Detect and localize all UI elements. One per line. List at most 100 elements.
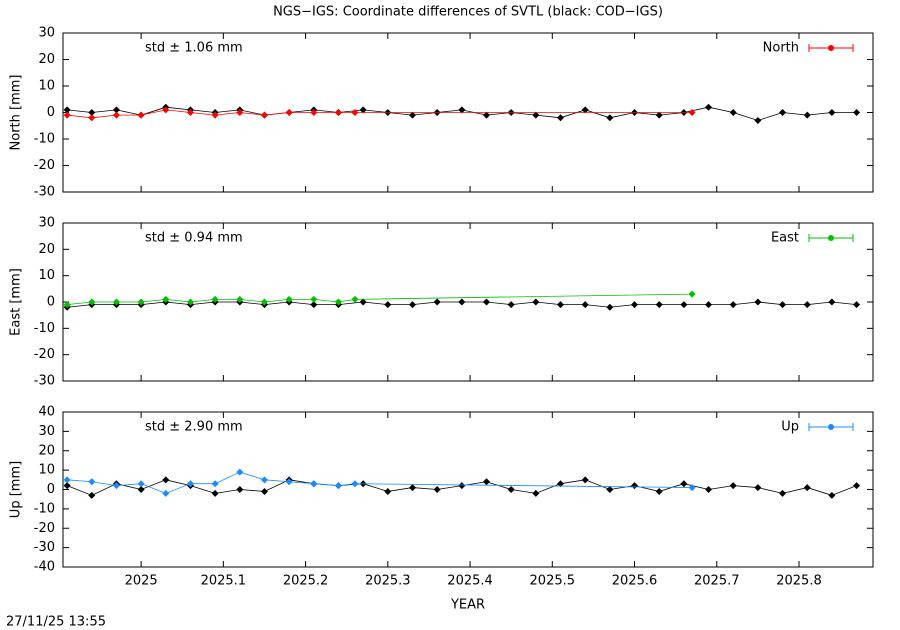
data-point <box>507 301 515 309</box>
data-point <box>236 486 244 493</box>
x-tick-label: 2025.6 <box>612 574 658 589</box>
std-annotation: std ± 2.90 mm <box>145 420 243 435</box>
data-point <box>359 106 367 114</box>
data-point <box>236 295 244 303</box>
y-tick-label: -10 <box>34 501 55 516</box>
data-point <box>483 298 491 306</box>
data-point <box>581 476 589 484</box>
data-point <box>310 480 318 488</box>
data-point <box>285 295 293 303</box>
data-point <box>729 301 737 309</box>
data-point <box>384 301 392 309</box>
data-point <box>458 106 466 114</box>
data-point <box>112 106 120 114</box>
data-point <box>803 111 811 119</box>
data-point <box>532 111 540 119</box>
data-point <box>803 301 811 309</box>
x-axis-label: YEAR <box>450 598 485 613</box>
data-point <box>63 111 71 119</box>
data-point <box>688 109 696 116</box>
y-tick-label: -30 <box>34 540 55 555</box>
data-point <box>655 301 663 309</box>
legend-label: East <box>771 231 799 246</box>
y-axis-label: Up [mm] <box>9 461 24 518</box>
data-point <box>260 298 268 306</box>
x-tick-label: 2025.8 <box>776 574 822 589</box>
y-tick-label: 30 <box>38 26 55 41</box>
data-point <box>458 482 466 490</box>
y-axis-label: East [mm] <box>9 268 24 336</box>
data-point <box>532 298 540 306</box>
y-tick-label: 0 <box>47 105 55 120</box>
data-point <box>211 295 219 303</box>
data-point <box>779 489 787 497</box>
data-point <box>688 484 696 492</box>
data-point <box>236 468 244 476</box>
data-point <box>655 111 663 119</box>
data-point <box>211 489 219 497</box>
y-tick-label: -40 <box>34 560 55 575</box>
data-point <box>137 111 145 119</box>
data-point <box>63 301 71 309</box>
data-point <box>729 482 737 490</box>
x-tick-label: 2025.3 <box>365 574 411 589</box>
data-point <box>63 106 71 114</box>
y-tick-label: 20 <box>38 443 55 458</box>
data-point <box>88 478 96 486</box>
x-tick-label: 2025.2 <box>283 574 329 589</box>
y-tick-label: -10 <box>34 321 55 336</box>
plot-frame <box>62 411 874 568</box>
y-tick-label: -30 <box>34 185 55 200</box>
data-point <box>310 301 318 309</box>
data-point <box>779 301 787 309</box>
series-line <box>67 471 693 494</box>
y-tick-label: 10 <box>38 463 55 478</box>
data-point <box>754 298 762 306</box>
data-point <box>236 109 244 116</box>
data-point <box>162 295 170 303</box>
data-point <box>483 111 491 119</box>
data-point <box>88 109 96 116</box>
data-point <box>705 486 713 493</box>
data-point <box>828 298 836 306</box>
data-point <box>408 111 416 119</box>
y-tick-label: 0 <box>47 482 55 497</box>
data-point <box>729 109 737 116</box>
data-point <box>334 482 342 490</box>
data-point <box>433 486 441 493</box>
std-annotation: std ± 1.06 mm <box>145 41 243 56</box>
data-point <box>186 480 194 488</box>
data-point <box>186 298 194 306</box>
data-point <box>828 109 836 116</box>
data-point <box>853 301 861 309</box>
legend-symbol <box>828 424 834 430</box>
data-point <box>384 487 392 495</box>
data-point <box>63 482 71 490</box>
std-annotation: std ± 0.94 mm <box>145 231 243 246</box>
data-point <box>458 298 466 306</box>
data-point <box>680 301 688 309</box>
data-point <box>581 301 589 309</box>
y-tick-label: 30 <box>38 216 55 231</box>
y-tick-label: 10 <box>38 79 55 94</box>
chart-title: NGS−IGS: Coordinate differences of SVTL … <box>273 5 663 20</box>
timestamp: 27/11/25 13:55 <box>6 615 106 630</box>
data-point <box>334 109 342 116</box>
data-point <box>705 301 713 309</box>
data-point <box>433 298 441 306</box>
x-tick-label: 2025.5 <box>530 574 576 589</box>
data-point <box>211 480 219 488</box>
data-point <box>137 298 145 306</box>
y-tick-label: 0 <box>47 295 55 310</box>
y-tick-label: -20 <box>34 158 55 173</box>
data-point <box>631 482 639 490</box>
y-tick-label: 40 <box>38 405 55 420</box>
data-point <box>853 482 861 490</box>
data-point <box>705 103 713 111</box>
data-point <box>310 295 318 303</box>
data-point <box>351 480 359 488</box>
data-point <box>63 476 71 484</box>
data-point <box>112 111 120 119</box>
data-point <box>351 295 359 303</box>
data-point <box>754 116 762 124</box>
